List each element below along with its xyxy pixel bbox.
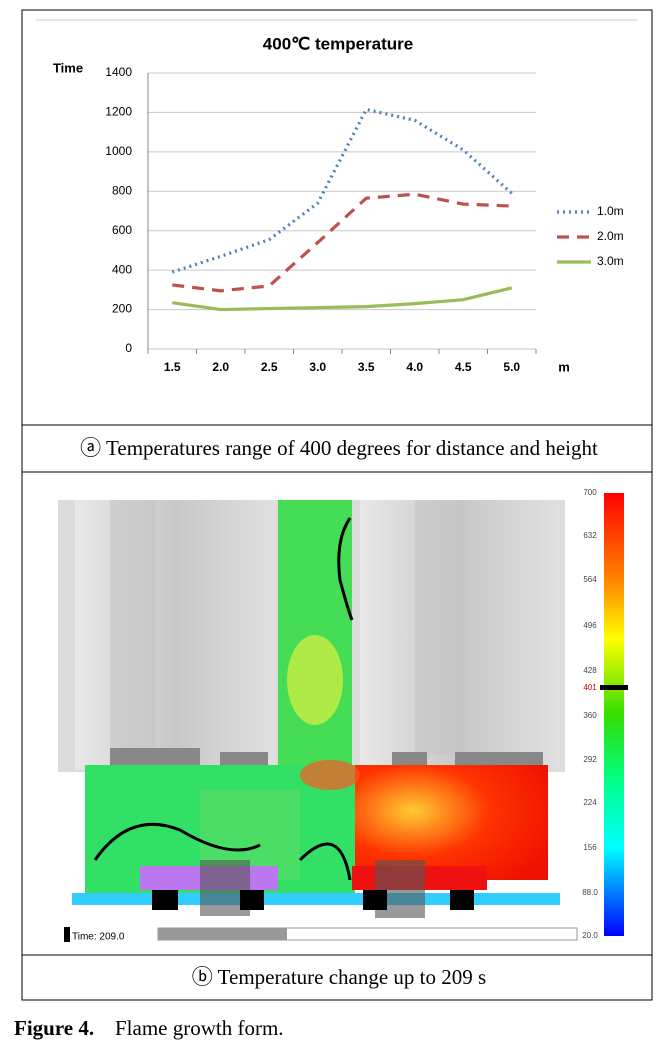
- frame: [21, 9, 653, 1001]
- legend-label: 2.0m: [597, 229, 624, 243]
- colorbar-label: 88.0: [582, 888, 598, 897]
- chart-title: 400℃ temperature: [263, 34, 413, 53]
- y-tick-label: 0: [125, 341, 132, 355]
- caption-a: ⓐ Temperatures range of 400 degrees for …: [80, 436, 598, 460]
- y-tick-label: 600: [112, 223, 132, 237]
- line-series: [172, 192, 512, 293]
- x-axis-label: m: [558, 359, 570, 374]
- colorbar-label: 360: [583, 711, 597, 720]
- plot: 0 200 400 600 800 1000 1200 1400 1.5 2.0 2.5 3.0 3.5…: [105, 65, 623, 374]
- colorbar-label: 292: [583, 755, 597, 764]
- y-tick-label: 800: [112, 183, 132, 197]
- x-tick-label: 4.0: [406, 360, 423, 374]
- colorbar-labels: 700 632 564 496 428 360 292 224 156 88.0 20.0: [582, 488, 598, 940]
- figure-caption: Flame growth form.: [115, 1016, 284, 1040]
- colorbar-label: 156: [583, 843, 597, 852]
- colorbar-label: 20.0: [582, 931, 598, 940]
- colorbar-marker-label: 401: [583, 683, 597, 692]
- colorbar-label: 496: [583, 621, 597, 630]
- legend-label: 1.0m: [597, 204, 624, 218]
- colorbar-label: 632: [583, 531, 597, 540]
- y-tick-label: 1200: [105, 105, 132, 119]
- y-tick-label: 200: [112, 302, 132, 316]
- line-series: [172, 286, 513, 312]
- y-axis-label: Time: [53, 60, 83, 75]
- colorbar-label: 224: [583, 798, 597, 807]
- colorbar-label: 564: [583, 575, 597, 584]
- x-tick-label: 1.5: [164, 360, 181, 374]
- simulation-image: [58, 493, 628, 942]
- x-tick-label: 3.0: [309, 360, 326, 374]
- x-tick-label: 2.0: [212, 360, 229, 374]
- x-tick-label: 2.5: [261, 360, 278, 374]
- x-tick-label: 3.5: [358, 360, 375, 374]
- figure-label: Figure 4.: [14, 1016, 94, 1040]
- y-tick-label: 1000: [105, 144, 132, 158]
- x-tick-label: 4.5: [455, 360, 472, 374]
- legend-label: 3.0m: [597, 254, 624, 268]
- x-tick-label: 5.0: [503, 360, 520, 374]
- y-tick-label: 400: [112, 262, 132, 276]
- caption-b: ⓑ Temperature change up to 209 s: [192, 965, 486, 989]
- y-tick-label: 1400: [105, 65, 132, 79]
- time-label: Time: 209.0: [72, 932, 125, 943]
- colorbar-label: 700: [583, 488, 597, 497]
- colorbar-label: 428: [583, 666, 597, 675]
